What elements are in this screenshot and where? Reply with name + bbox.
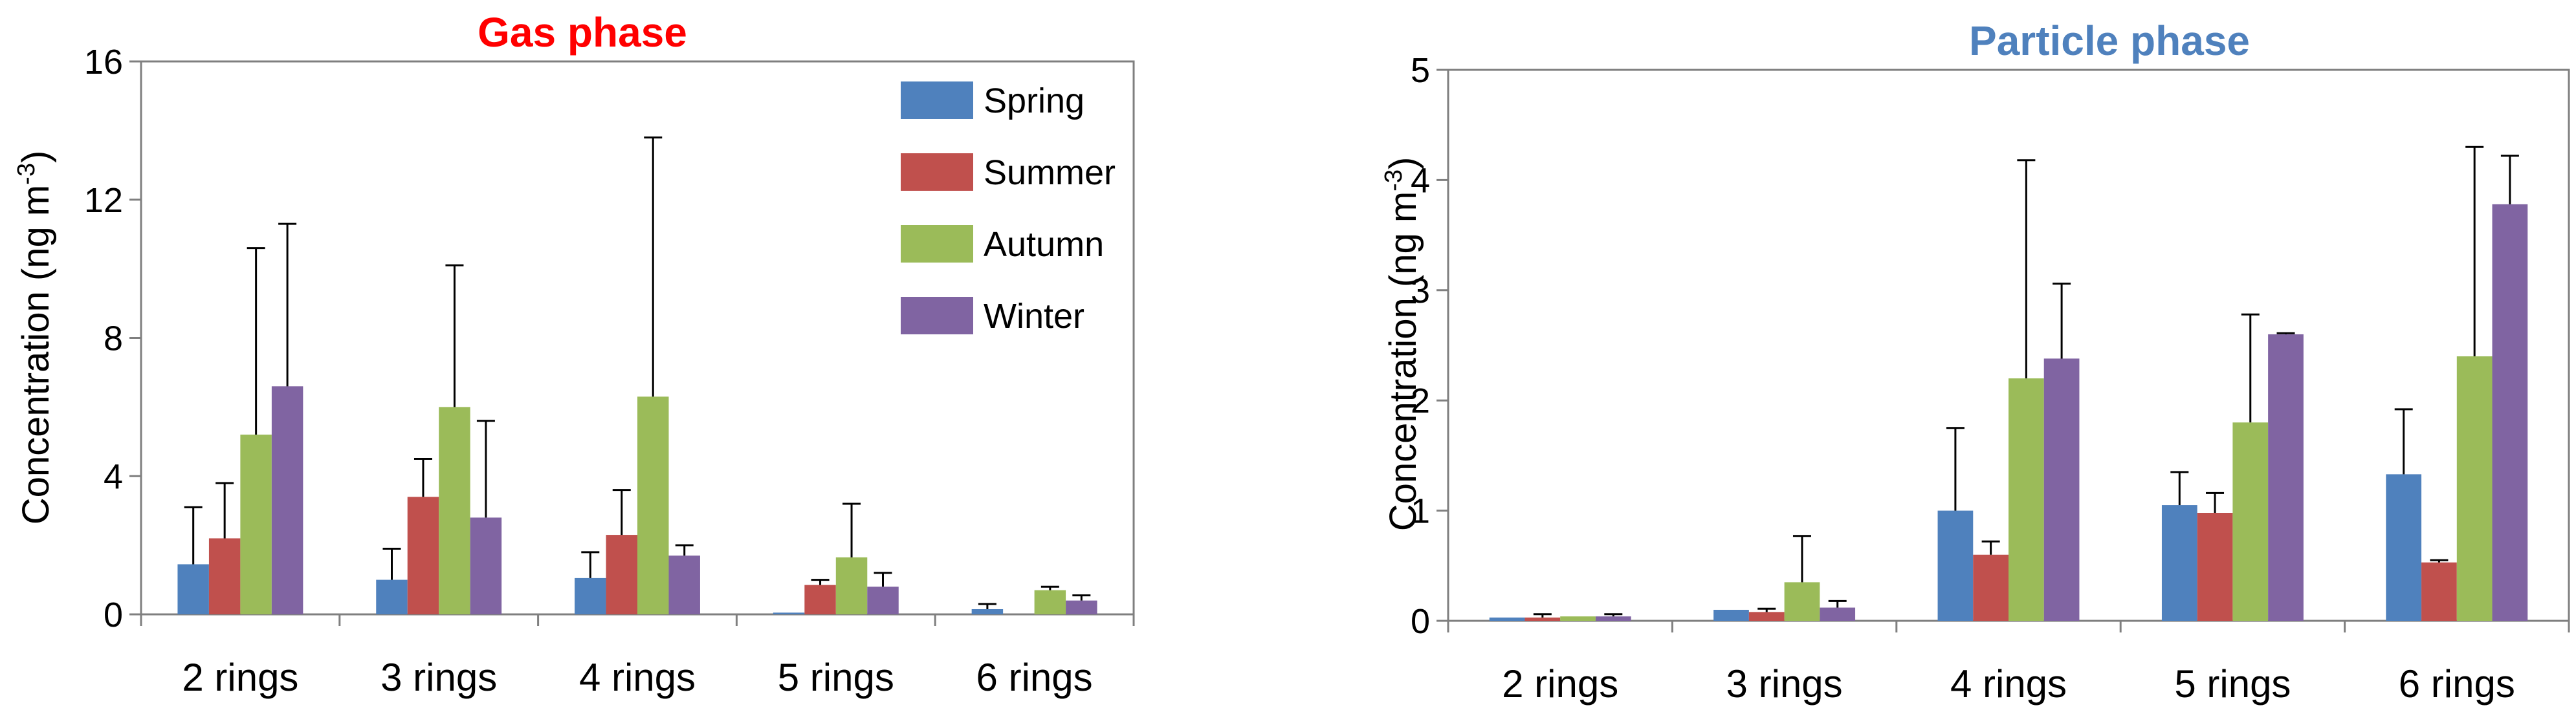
bar-spring	[376, 579, 408, 614]
bar-summer	[2197, 513, 2233, 621]
particle-phase-chart-svg: Particle phase Concentration (ng m-3) 0 1 2 3…	[1380, 17, 2570, 706]
bar-winter	[271, 386, 303, 614]
legend-label-autumn: Autumn	[984, 225, 1104, 264]
y-tick-label: 0	[1411, 602, 1430, 641]
bar-autumn	[637, 396, 669, 614]
x-category-label: 3 rings	[1726, 662, 1843, 706]
bar-spring	[2161, 505, 2197, 621]
y-tick-label: 8	[104, 319, 123, 358]
bar-winter	[1066, 600, 1097, 614]
legend-swatch-winter	[901, 297, 973, 334]
x-category-label: 2 rings	[1502, 662, 1618, 706]
bar-autumn	[2232, 422, 2269, 621]
bar-autumn	[1034, 590, 1066, 614]
chart-title: Gas phase	[478, 9, 687, 56]
bar-spring	[1937, 510, 1974, 621]
legend-label-winter: Winter	[984, 297, 1084, 336]
y-tick-label: 0	[104, 596, 123, 634]
bar-autumn	[2009, 378, 2044, 621]
bar-autumn	[1560, 616, 1596, 621]
legend-swatch-summer	[901, 153, 973, 191]
bar-winter	[2492, 204, 2528, 621]
y-tick-label: 5	[1411, 51, 1430, 90]
bar-summer	[407, 497, 439, 614]
bar-spring	[177, 564, 209, 614]
bar-autumn	[439, 407, 470, 614]
bar-summer	[1748, 612, 1785, 621]
bar-winter	[1820, 607, 1856, 621]
bar-summer	[804, 585, 836, 614]
y-axis-label: Concentration (ng m-3)	[1380, 157, 1424, 532]
x-category-label: 3 rings	[380, 656, 497, 699]
y-tick-label: 4	[1411, 161, 1430, 200]
bar-spring	[971, 609, 1004, 614]
chart-title: Particle phase	[1969, 17, 2250, 64]
x-category-label: 4 rings	[579, 656, 696, 699]
x-category-label: 5 rings	[2174, 662, 2291, 706]
bar-autumn	[240, 435, 272, 614]
x-category-label: 2 rings	[182, 656, 298, 699]
x-category-label: 5 rings	[778, 656, 894, 699]
y-tick-label: 1	[1411, 492, 1430, 531]
bar-winter	[2268, 334, 2304, 621]
bar-summer	[606, 535, 637, 614]
y-tick-label: 3	[1411, 272, 1430, 310]
bar-autumn	[835, 557, 868, 614]
bar-winter	[867, 587, 899, 614]
bar-winter	[2043, 358, 2080, 621]
bar-summer	[1973, 554, 2009, 621]
bar-winter	[1595, 616, 1631, 621]
bar-spring	[2386, 474, 2422, 621]
y-tick-label: 2	[1411, 382, 1430, 420]
bar-autumn	[1784, 582, 1820, 621]
bar-summer	[2421, 562, 2457, 621]
bar-spring	[575, 577, 606, 614]
y-tick-label: 4	[104, 457, 123, 496]
x-category-label: 6 rings	[2399, 662, 2515, 706]
legend-swatch-autumn	[901, 225, 973, 263]
gas-phase-chart-svg: Gas phase Concentration (ng m-3) 0 4 8 12 16 2 …	[13, 9, 1135, 699]
legend-label-summer: Summer	[984, 153, 1116, 192]
x-category-label: 4 rings	[1950, 662, 2067, 706]
bar-winter	[470, 517, 502, 614]
x-category-label: 6 rings	[976, 656, 1093, 699]
bar-winter	[668, 556, 700, 614]
y-axis-label: Concentration (ng m-3)	[13, 151, 57, 525]
bar-spring	[773, 612, 805, 614]
bar-spring	[1489, 617, 1525, 621]
bar-autumn	[2456, 356, 2493, 621]
legend-swatch-spring	[901, 81, 973, 119]
gas-phase-chart: Gas phase Concentration (ng m-3) 0 4 8 12 16 2 …	[13, 9, 1135, 699]
bar-spring	[1713, 609, 1749, 621]
y-tick-label: 12	[84, 181, 123, 220]
bar-summer	[208, 538, 241, 614]
particle-phase-chart: Particle phase Concentration (ng m-3) 0 1 2 3…	[1288, 0, 2576, 723]
y-tick-label: 16	[84, 43, 123, 81]
bar-summer	[1525, 617, 1561, 621]
legend-label-spring: Spring	[984, 81, 1084, 120]
